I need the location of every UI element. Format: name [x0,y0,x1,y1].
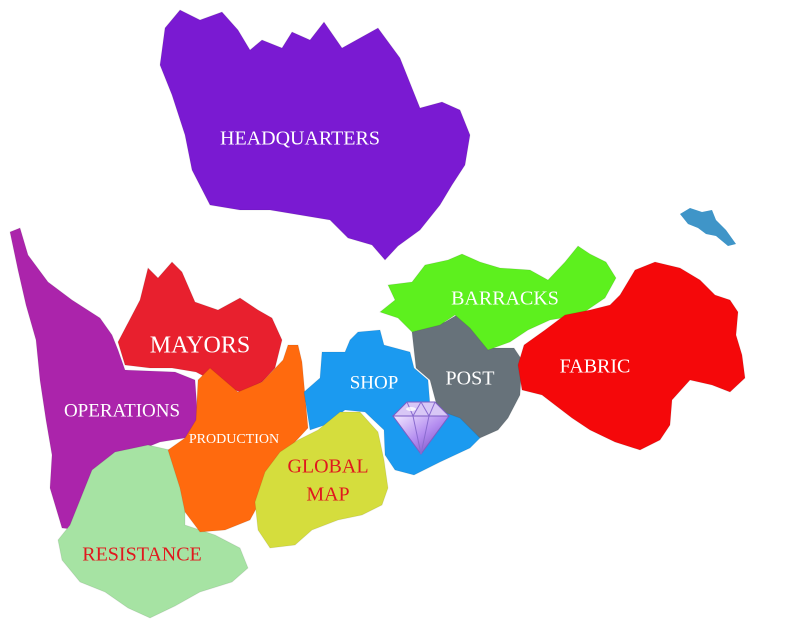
islet [680,208,736,246]
diamond-shine [406,407,416,411]
barracks-shape [378,245,617,351]
diamond-facets [406,400,436,418]
headquarters-shape [159,9,471,261]
islet-shape [680,208,736,246]
diamond-pavilion [392,415,450,455]
operations-shape [9,227,199,531]
global-map-shape [254,411,389,549]
region-headquarters[interactable]: HEADQUARTERS [159,9,471,261]
mayors-shape [117,261,283,393]
diamond-icon[interactable] [391,400,451,455]
resistance-shape [57,444,249,619]
diamond-facets-lower [412,415,430,455]
fabric-shape [517,261,746,451]
